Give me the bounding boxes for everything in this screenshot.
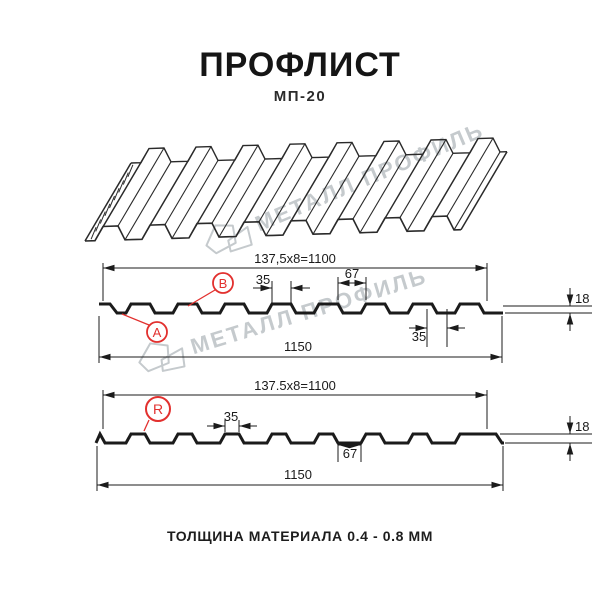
side-b-label: В — [219, 276, 228, 291]
rib-edge-line — [196, 145, 244, 224]
dim-height-top: 18 — [575, 291, 589, 306]
sheet-left-edge — [84, 162, 132, 242]
cut-hatch-tick — [122, 172, 129, 185]
side-a-marker — [146, 321, 168, 343]
rib-edge-line — [399, 139, 447, 218]
rib-edge-line — [290, 142, 338, 222]
rib-edge-line — [305, 142, 353, 221]
rib-edge-line — [124, 161, 172, 241]
rib-edge-line — [164, 146, 212, 225]
watermark-text: МЕТАЛЛ ПРОФИЛЬ — [251, 117, 488, 236]
cross-section-top: 137,5x8=1100 35 67 35 18 1150 А — [98, 251, 592, 363]
rib-edge-line — [149, 146, 197, 226]
cut-hatch-tick — [127, 164, 134, 177]
rib-edge-line — [352, 140, 400, 220]
side-b-marker — [212, 272, 234, 294]
rib-edge-line — [453, 151, 501, 231]
dim-total-width-top: 1150 — [284, 339, 312, 354]
brand-logo-icon — [227, 225, 253, 253]
page-title: ПРОФЛИСТ — [199, 46, 401, 84]
brand-logo-icon — [160, 347, 186, 372]
watermark-logo-section: МЕТАЛЛ ПРОФИЛЬ — [138, 263, 430, 373]
dim-rib-bottom-top: 35 — [412, 329, 426, 344]
rib-edge-line — [359, 154, 407, 234]
rib-edge-line — [243, 143, 291, 223]
rib-edge-line — [384, 139, 432, 219]
cut-hatch-tick — [113, 188, 120, 201]
cut-hatch-tick — [109, 195, 115, 209]
page-subtitle: МП-20 — [273, 88, 327, 105]
rib-edge-line — [431, 138, 479, 217]
rib-edge-line — [337, 141, 385, 220]
rib-edge-line — [117, 147, 165, 227]
cut-hatch-tick — [90, 227, 97, 240]
profile-outline-top — [99, 302, 503, 315]
side-r-label: R — [153, 401, 163, 417]
sheet-near-edge — [84, 215, 462, 242]
cut-hatch-tick — [104, 203, 111, 216]
dim-rib-top-top: 35 — [256, 272, 270, 287]
rib-edge-line — [258, 143, 306, 223]
rib-edge-line — [102, 148, 150, 227]
cut-hatch-tick — [95, 219, 102, 232]
rib-edge-line — [171, 160, 219, 239]
cut-hatch-tick — [99, 211, 106, 224]
rib-edge-line — [218, 158, 266, 238]
side-r-marker — [145, 396, 171, 422]
cut-hatch-tick — [118, 180, 125, 193]
watermark-logo-iso: МЕТАЛЛ ПРОФИЛЬ — [205, 117, 488, 255]
profiled-sheet-3d-view — [84, 137, 508, 242]
dim-width-formula-top: 137,5x8=1100 — [254, 251, 336, 266]
dim-total-width-bottom: 1150 — [284, 467, 312, 482]
rib-edge-line — [265, 157, 313, 236]
rib-edge-line — [312, 155, 360, 235]
profile-outline-bottom — [94, 430, 504, 445]
rib-edge-line — [406, 153, 454, 232]
dim-rib-top-bottom: 35 — [224, 409, 238, 424]
side-a-label: А — [153, 325, 162, 340]
dim-height-bottom: 18 — [575, 419, 589, 434]
dim-rib-gap-bottom: 67 — [343, 446, 357, 461]
material-thickness-note: ТОЛЩИНА МАТЕРИАЛА 0.4 - 0.8 ММ — [166, 528, 434, 544]
rib-edge-line — [211, 144, 259, 224]
rib-edge-line — [446, 137, 494, 217]
dim-width-formula-bottom: 137.5x8=1100 — [254, 378, 336, 393]
brand-logo-icon — [205, 224, 237, 255]
dim-rib-gap-top: 67 — [345, 266, 359, 281]
sheet-right-edge — [460, 151, 508, 231]
cross-section-bottom: 137.5x8=1100 35 67 18 1150 R — [94, 378, 592, 491]
